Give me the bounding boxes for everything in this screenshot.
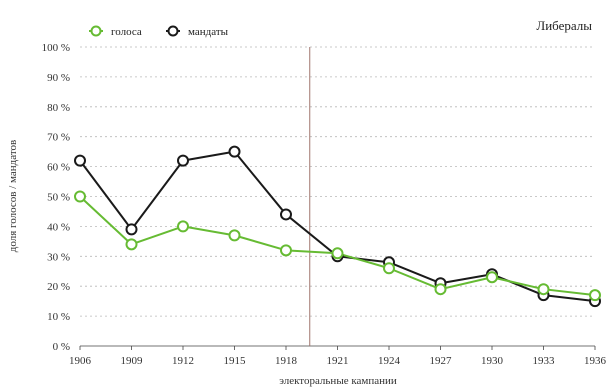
- y-tick-label: 30 %: [47, 251, 70, 263]
- y-tick-label: 0 %: [53, 341, 70, 353]
- legend-label-golosa: голоса: [111, 26, 142, 38]
- y-tick-label: 90 %: [47, 72, 70, 84]
- data-point-mandaty: [74, 154, 86, 167]
- x-tick-label: 1921: [327, 355, 349, 367]
- legend-swatch-marker-golosa: [90, 25, 102, 37]
- x-tick-label: 1924: [378, 355, 401, 367]
- data-point-golosa: [331, 247, 344, 260]
- y-tick-label: 80 %: [47, 102, 70, 114]
- y-tick-label: 100 %: [42, 42, 70, 54]
- data-point-mandaty: [125, 223, 138, 236]
- data-point-golosa: [383, 262, 395, 275]
- x-axis-title: электоральные кампании: [279, 375, 397, 387]
- x-axis-ticks: 1906 1909 1912 1915 1918 1921 1924 1927 1930 1933…: [69, 346, 607, 367]
- x-tick-label: 1909: [121, 355, 144, 367]
- y-tick-label: 10 %: [47, 311, 70, 323]
- y-axis-title: доля голосов / мандатов: [7, 140, 19, 252]
- x-tick-label: 1927: [430, 355, 453, 367]
- data-point-golosa: [125, 238, 138, 251]
- series-line-mandaty: [79, 150, 596, 303]
- data-point-golosa: [589, 289, 601, 302]
- data-point-golosa: [434, 283, 447, 296]
- y-tick-label: 20 %: [47, 281, 70, 293]
- legend-label-mandaty: мандаты: [188, 26, 229, 38]
- data-point-golosa: [486, 271, 498, 284]
- data-point-golosa: [280, 244, 292, 257]
- grid: [80, 46, 595, 317]
- x-tick-label: 1936: [584, 355, 607, 367]
- legend-swatch-marker-mandaty: [167, 25, 179, 37]
- y-axis-ticks: 0 % 10 % 20 % 30 % 40 % 50 % 60 % 70 % 80 % 90 % 1…: [42, 42, 70, 353]
- data-point-golosa: [177, 220, 189, 233]
- y-tick-label: 50 %: [47, 192, 70, 204]
- x-tick-label: 1906: [69, 355, 92, 367]
- y-tick-label: 70 %: [47, 132, 70, 144]
- x-tick-label: 1915: [224, 355, 247, 367]
- data-point-golosa: [228, 229, 241, 242]
- y-tick-label: 60 %: [47, 162, 70, 174]
- y-tick-label: 40 %: [47, 221, 70, 233]
- data-point-mandaty: [228, 145, 241, 158]
- data-point-mandaty: [280, 208, 292, 221]
- x-tick-label: 1912: [172, 355, 194, 367]
- data-point-golosa: [537, 283, 550, 296]
- x-tick-label: 1933: [533, 355, 556, 367]
- x-tick-label: 1918: [275, 355, 298, 367]
- chart-title: Либералы: [536, 18, 592, 33]
- x-tick-label: 1930: [481, 355, 504, 367]
- series-group: [74, 145, 601, 308]
- series-line-golosa: [79, 195, 596, 297]
- legend: голоса мандаты: [89, 25, 229, 38]
- data-point-golosa: [74, 190, 86, 203]
- data-point-mandaty: [177, 154, 189, 167]
